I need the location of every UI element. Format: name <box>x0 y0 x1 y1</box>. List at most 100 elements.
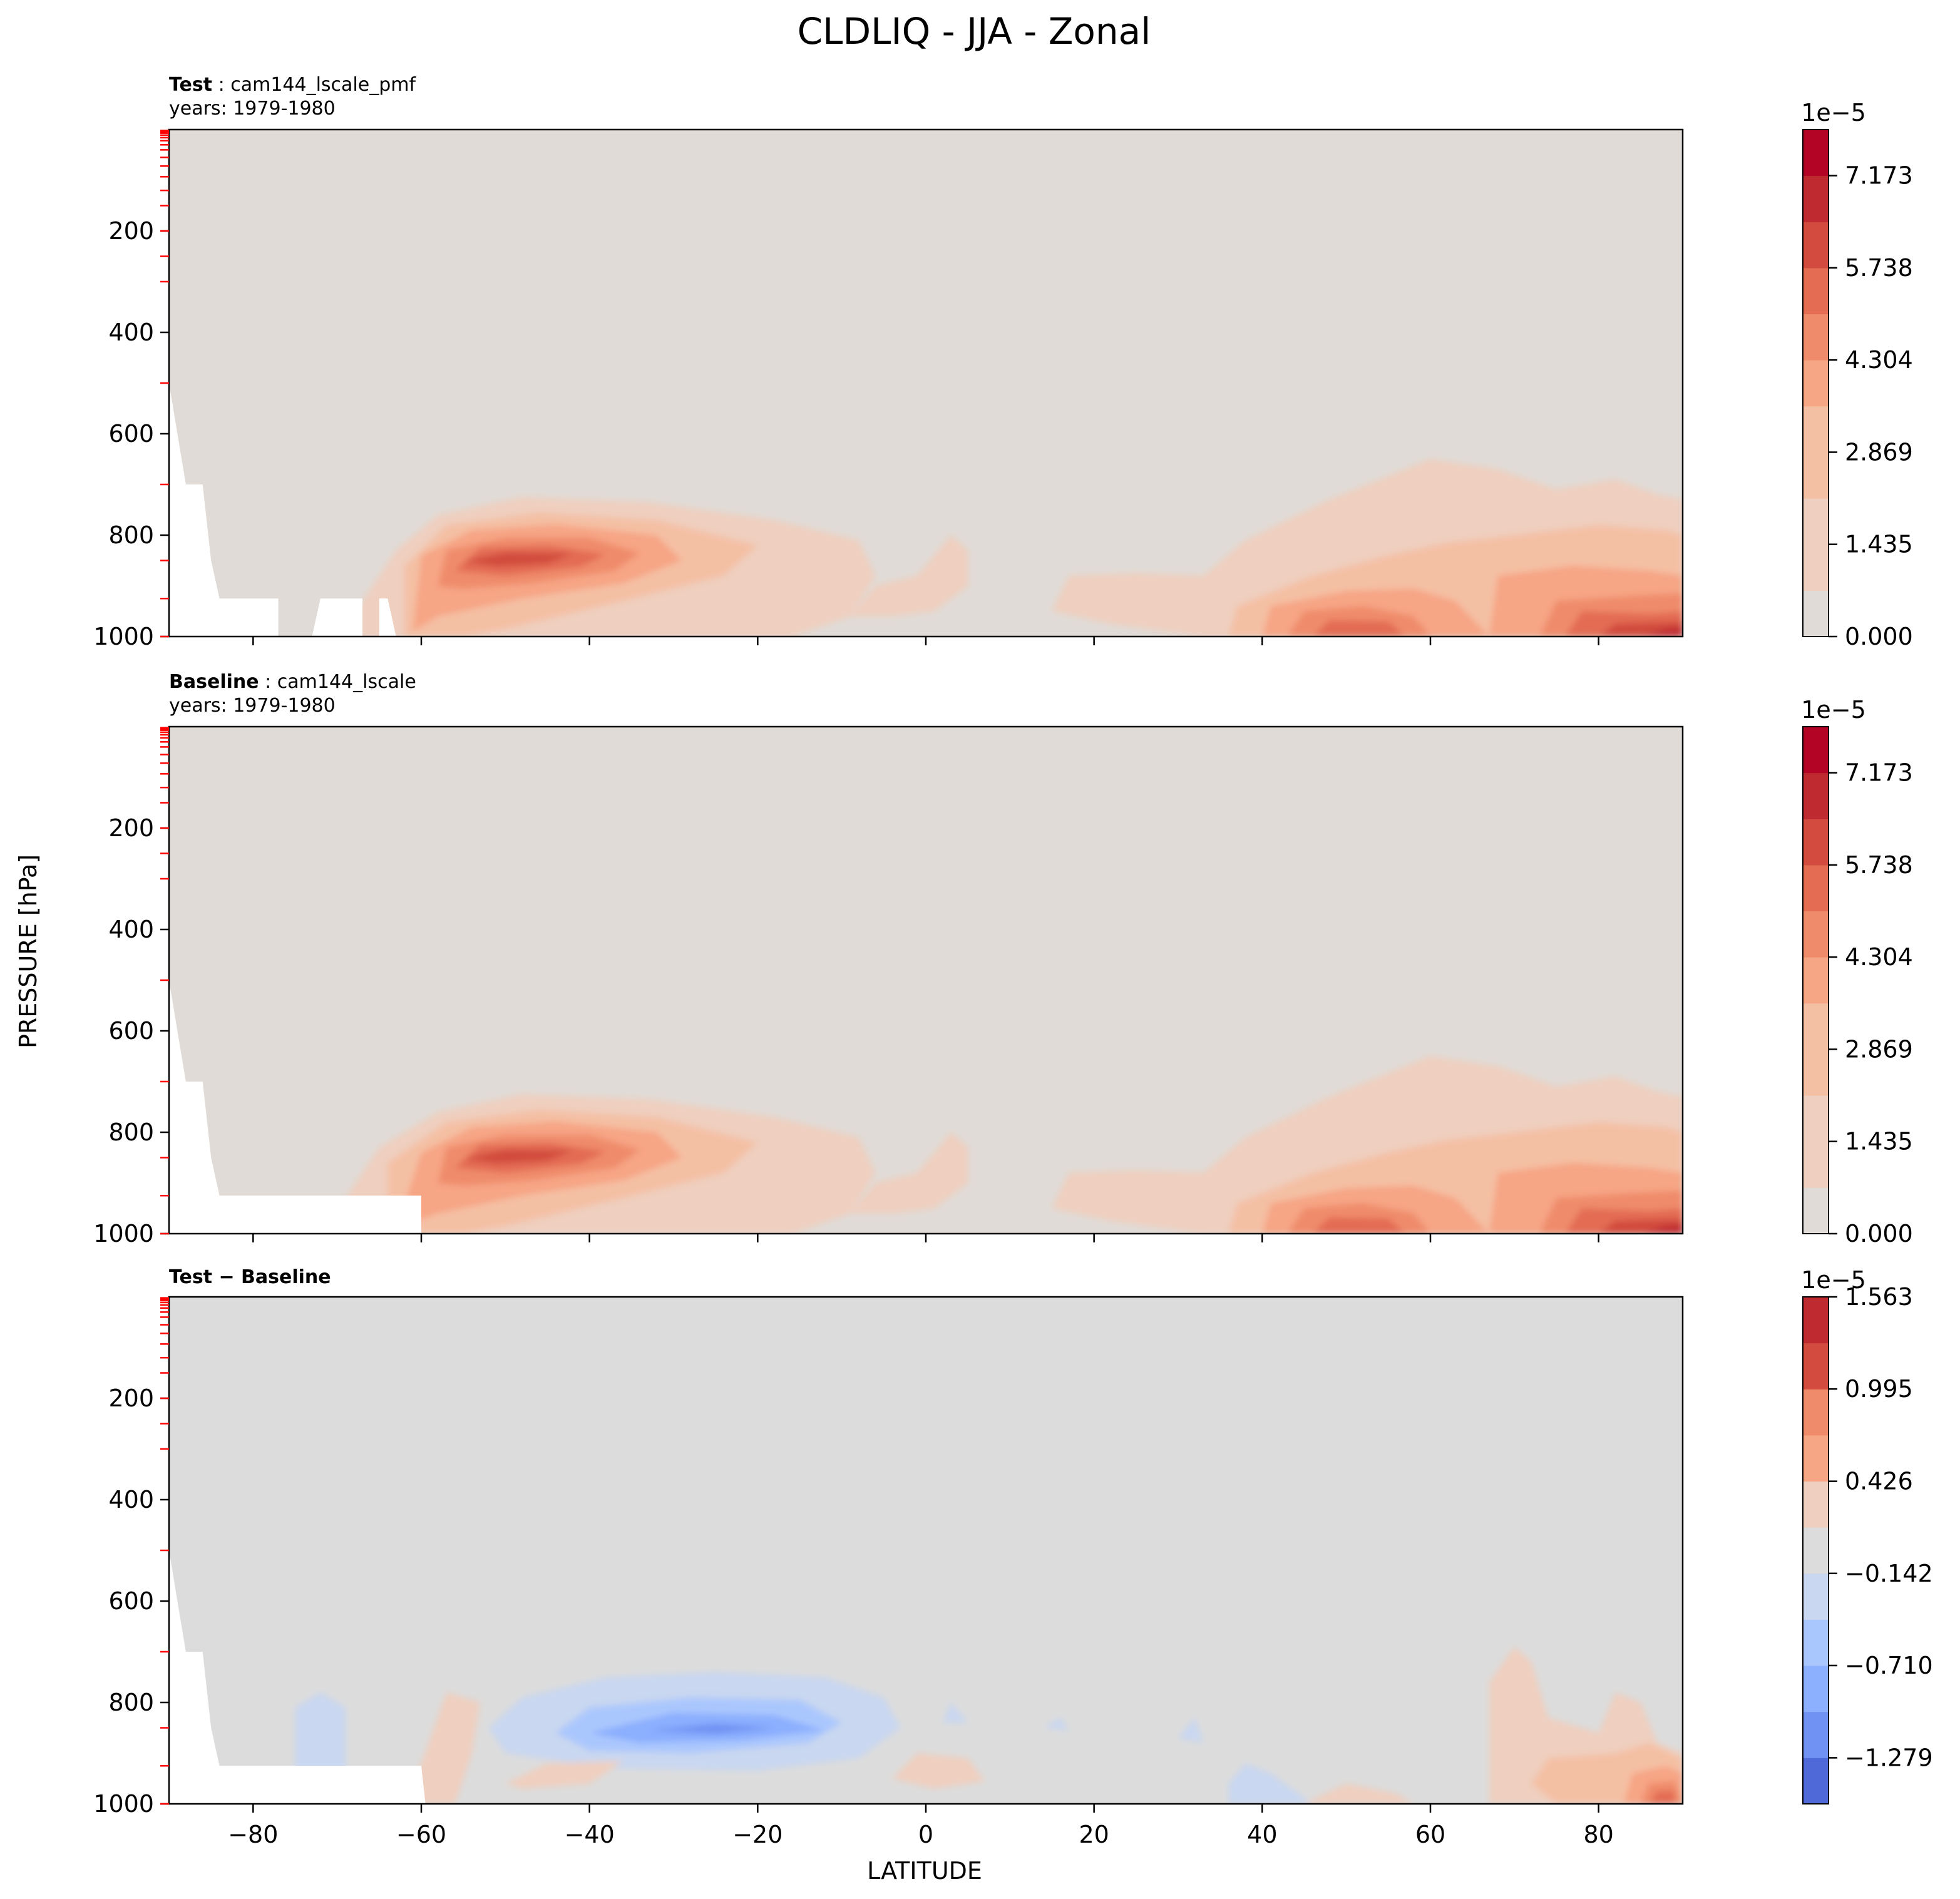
colorbar-swatch <box>1803 819 1829 866</box>
colorbar-swatch <box>1803 1389 1829 1436</box>
y-tick-label: 600 <box>108 1587 154 1615</box>
colorbar-offset-label: 1e−5 <box>1801 696 1866 724</box>
colorbar-frame <box>1802 1296 1829 1804</box>
colorbar-swatch <box>1803 1343 1829 1390</box>
colorbar-swatch <box>1803 498 1829 545</box>
colorbar-swatch <box>1803 1527 1829 1574</box>
colorbar-swatch <box>1803 544 1829 591</box>
colorbar-tick-label: −0.142 <box>1845 1560 1933 1587</box>
colorbar-tick-label: −0.710 <box>1845 1652 1933 1679</box>
contour-field <box>169 130 1683 637</box>
panel-title: Test : cam144_lscale_pmf <box>169 74 416 96</box>
colorbar-tick-label: 2.869 <box>1845 1035 1913 1063</box>
case-name: cam144_lscale_pmf <box>230 74 416 96</box>
contour-region <box>1312 620 1405 637</box>
y-axis-label: PRESSURE [hPa] <box>14 854 42 1048</box>
contour-region <box>463 1149 573 1164</box>
x-tick-label: −20 <box>732 1821 782 1848</box>
x-axis-label: LATITUDE <box>867 1857 982 1885</box>
colorbar-tick-label: 7.173 <box>1845 162 1913 190</box>
x-tick-label: 80 <box>1583 1821 1613 1848</box>
colorbar-frame <box>1802 726 1829 1234</box>
colorbar-swatch <box>1803 1049 1829 1096</box>
x-tick-label: 0 <box>918 1821 933 1848</box>
panel-label: Baseline <box>169 671 259 693</box>
contour-region <box>1640 627 1683 637</box>
colorbar-tick-label: 2.869 <box>1845 438 1913 466</box>
contour-region <box>1178 1717 1204 1743</box>
colorbar-tick-label: 0.000 <box>1845 1220 1913 1247</box>
contour-region <box>1228 1763 1313 1804</box>
title-separator: : <box>212 74 230 96</box>
colorbar-tick-label: 5.738 <box>1845 851 1913 879</box>
y-tick-label: 1000 <box>93 1220 154 1247</box>
missing-data-mask <box>312 598 362 637</box>
contour-region <box>505 1761 623 1789</box>
colorbar-offset-label: 1e−5 <box>1801 99 1866 126</box>
contour-region <box>1312 1217 1405 1234</box>
panel-label: Test <box>169 74 212 96</box>
colorbar-swatch <box>1803 727 1829 774</box>
colorbar-swatch <box>1803 1187 1829 1234</box>
colorbar-swatch <box>1803 864 1829 912</box>
colorbar-tick-label: 0.426 <box>1845 1468 1913 1495</box>
y-tick-label: 600 <box>108 1017 154 1045</box>
x-tick-label: 20 <box>1079 1821 1109 1848</box>
colorbar-tick-label: −1.279 <box>1845 1744 1933 1771</box>
contour-region <box>942 1702 968 1723</box>
colorbar-offset-label: 1e−5 <box>1801 1266 1866 1294</box>
panel-years: years: 1979-1980 <box>169 695 336 717</box>
contour-region <box>1649 1791 1675 1804</box>
colorbar-tick-label: 1.435 <box>1845 531 1913 558</box>
contour-regions <box>295 1646 1683 1804</box>
x-tick-label: −40 <box>565 1821 615 1848</box>
contour-region <box>1304 1783 1414 1804</box>
colorbar-swatch <box>1803 452 1829 499</box>
contour-field <box>169 1297 1683 1804</box>
colorbar-frame <box>1802 129 1829 637</box>
colorbar-tick-label: 4.304 <box>1845 943 1913 971</box>
x-tick-label: −60 <box>396 1821 446 1848</box>
contour-region <box>850 1132 968 1214</box>
missing-data-mask <box>169 980 421 1234</box>
contour-region <box>1044 1717 1069 1731</box>
y-tick-label: 600 <box>108 420 154 448</box>
y-tick-label: 400 <box>108 916 154 943</box>
y-tick-label: 200 <box>108 1385 154 1412</box>
missing-data-mask <box>169 383 279 637</box>
colorbar-swatch <box>1803 314 1829 361</box>
colorbar: 0.000 1.435 2.869 4.304 5.738 7.173 1e−5 <box>1801 696 1913 1247</box>
colorbar-swatch <box>1803 1758 1829 1804</box>
colorbar-swatch <box>1803 1095 1829 1142</box>
colorbar-swatch <box>1803 1435 1829 1482</box>
contour-region <box>850 535 968 617</box>
contour-region <box>463 552 573 567</box>
colorbar-swatch <box>1803 1003 1829 1050</box>
case-name: cam144_lscale <box>277 671 416 693</box>
colorbar: 0.000 1.435 2.869 4.304 5.738 7.173 1e−5 <box>1801 99 1913 650</box>
colorbar-swatch <box>1803 406 1829 453</box>
colorbar-swatch <box>1803 267 1829 315</box>
y-tick-label: 200 <box>108 217 154 245</box>
colorbar-swatch <box>1803 360 1829 407</box>
x-tick-label: 40 <box>1247 1821 1277 1848</box>
x-tick-label: 60 <box>1415 1821 1445 1848</box>
missing-data-mask <box>379 598 396 637</box>
contour-region <box>1640 1224 1683 1234</box>
field-background <box>169 1297 1683 1804</box>
colorbar-swatch <box>1803 1481 1829 1528</box>
contour-field <box>169 727 1683 1234</box>
colorbar-swatch <box>1803 1573 1829 1620</box>
colorbar-swatch <box>1803 222 1829 269</box>
colorbar-swatch <box>1803 1711 1829 1758</box>
colorbar-swatch <box>1803 772 1829 819</box>
colorbar-tick-label: 0.000 <box>1845 623 1913 650</box>
x-tick-label: −80 <box>228 1821 278 1848</box>
y-tick-label: 400 <box>108 319 154 346</box>
colorbar-tick-label: 1.563 <box>1845 1283 1913 1311</box>
colorbar-swatch <box>1803 957 1829 1004</box>
